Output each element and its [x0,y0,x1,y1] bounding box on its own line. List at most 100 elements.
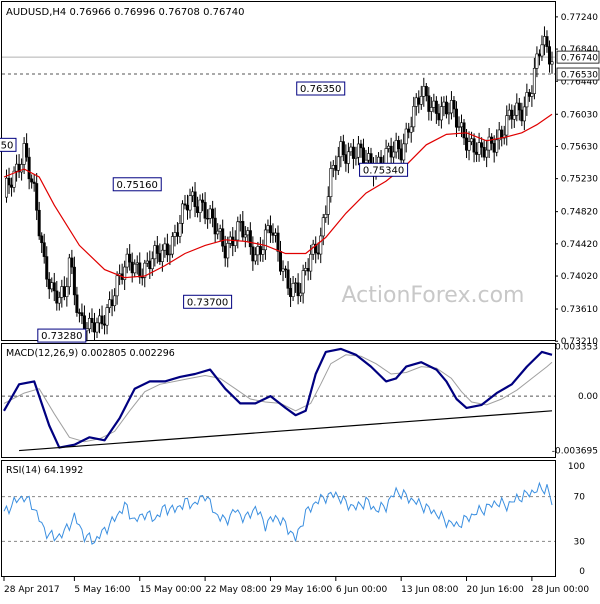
candle-body [356,143,360,158]
candle-body [65,286,69,297]
candle-body [108,299,112,308]
candle-body [198,199,202,213]
time-tick-label: 29 May 16:00 [270,585,332,595]
price-tick-label: 0.76440 [561,77,598,87]
candle-body [354,156,358,159]
price-tick-label: 0.74420 [561,240,598,250]
candle-body [485,149,489,158]
candle-body [22,143,26,165]
candle-body [520,109,524,122]
candle-body [80,312,84,317]
candle-body [196,206,200,213]
price-annotation-label: 0.75340 [363,165,404,176]
candle-body [268,225,272,234]
candle-body [70,257,74,268]
candle-body [273,232,277,236]
candle-body [170,236,174,255]
candle-body [140,276,144,279]
candle-body [138,262,142,278]
candle-body [113,295,117,307]
candle-body [175,232,179,237]
candle-body [289,288,293,297]
price-tick-label: 0.76030 [561,110,598,120]
candle-body [547,46,551,65]
candle-body [475,151,479,155]
candle-body [442,101,446,107]
candle-body [314,243,318,254]
candle-body [148,260,152,270]
candle-body [331,165,335,169]
candle-body [206,217,210,220]
candle-body [47,278,51,290]
candle-body [95,322,99,333]
price-annotation-box [296,81,346,96]
candle-body [477,142,481,155]
candle-body [449,100,453,114]
candle-body [407,128,411,133]
price-tick-label: 0.77240 [561,13,598,23]
rsi-panel-frame [1,460,556,577]
candle-body [105,307,109,326]
candle-body [344,154,348,164]
candle-body [218,228,222,232]
candle-body [512,114,516,120]
candle-body [153,245,157,260]
rsi-panel: 100 70 30 0 [2,462,585,577]
candle-body [510,109,514,120]
candle-body [276,232,280,252]
level-price-badge-text: 0.76530 [561,71,598,81]
candle-body [505,115,509,136]
candle-body [351,146,355,159]
candle-body [349,146,353,153]
candle-body [329,168,333,197]
price-annotation-box [112,177,162,192]
time-tick-label: 28 Jun 00:00 [532,585,589,595]
candle-body [35,183,39,211]
candle-body [284,268,288,271]
candle-body [397,140,401,150]
price-panel-frame [1,1,556,341]
candle-body [359,143,363,149]
candle-body [193,191,197,207]
candle-body [183,203,187,206]
price-annotation-label: 0.73280 [41,331,82,342]
candle-body [492,143,496,153]
candle-body [326,196,330,215]
candle-body [256,246,260,256]
candle-body [304,268,308,271]
candle-body [540,44,544,57]
candle-body [447,112,451,115]
candle-body [77,312,81,314]
candle-body [472,138,476,153]
candle-body [387,145,391,149]
candle-body [186,204,190,211]
candle-body [10,184,14,188]
candle-body [545,36,549,47]
candle-body [55,290,59,304]
candle-body [246,230,250,236]
candle-body [542,36,546,46]
price-tick-label: 0.74820 [561,208,598,218]
candle-body [301,270,305,294]
candle-body [409,126,413,133]
candle-body [188,195,192,211]
candle-body [82,315,86,332]
candle-body [40,235,44,244]
candle-body [515,102,519,116]
candle-body [399,148,403,161]
candle-body [191,191,195,197]
candle-body [291,283,295,297]
rsi-tick-label: 70 [574,493,586,503]
current-price-badge [556,50,600,64]
candle-body [309,253,313,272]
price-annotation-box [37,328,87,343]
candle-body [336,156,340,171]
macd-label: MACD(12,26,9) 0.002805 0.002296 [6,348,175,359]
candle-body [439,106,443,121]
candle-body [341,141,345,155]
candle-body [452,100,456,110]
candle-body [537,53,541,57]
candle-body [346,151,350,164]
candle-body [361,147,365,164]
